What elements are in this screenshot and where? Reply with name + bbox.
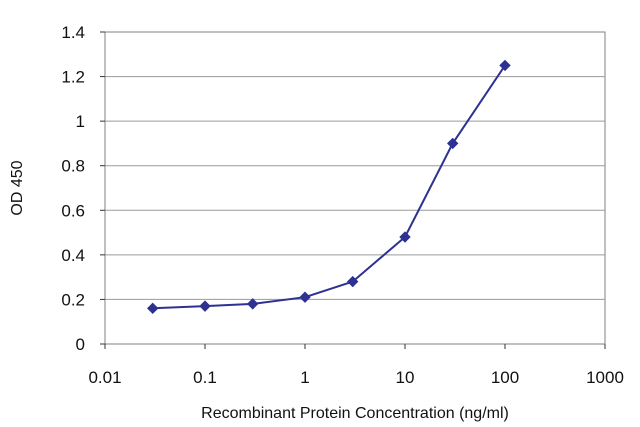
- x-tick-label: 100: [491, 368, 519, 387]
- x-axis-title: Recombinant Protein Concentration (ng/ml…: [201, 405, 509, 422]
- y-tick-label: 0.4: [61, 246, 85, 265]
- x-axis-ticks: 0.01 0.1 1 10 100 1000: [88, 344, 624, 387]
- data-point: [399, 231, 411, 243]
- x-tick-label: 0.1: [193, 368, 217, 387]
- data-point: [299, 291, 311, 303]
- y-tick-label: 1: [76, 112, 85, 131]
- data-point: [347, 275, 359, 288]
- data-point: [147, 302, 159, 315]
- x-tick-label: 0.01: [88, 368, 121, 387]
- gridlines: [105, 76, 605, 300]
- data-point: [499, 59, 511, 72]
- y-tick-label: 0: [76, 335, 85, 354]
- y-tick-label: 1.4: [61, 23, 85, 42]
- data-point: [247, 298, 259, 310]
- y-tick-label: 0.6: [61, 201, 85, 220]
- plot-area: [104, 31, 606, 345]
- y-tick-label: 0.8: [61, 157, 85, 176]
- x-tick-label: 1: [300, 368, 309, 387]
- x-tick-label: 1000: [586, 368, 624, 387]
- series-line: [152, 64, 506, 310]
- x-tick-label: 10: [396, 368, 415, 387]
- y-axis-ticks: 0 0.2 0.4 0.6 0.8 1 1.2 1.4: [61, 23, 105, 354]
- y-axis-title: OD 450: [9, 160, 26, 215]
- y-tick-label: 1.2: [61, 68, 85, 87]
- series-markers: [147, 59, 511, 315]
- y-tick-label: 0.2: [61, 290, 85, 309]
- data-point: [199, 300, 211, 312]
- data-point: [447, 137, 459, 150]
